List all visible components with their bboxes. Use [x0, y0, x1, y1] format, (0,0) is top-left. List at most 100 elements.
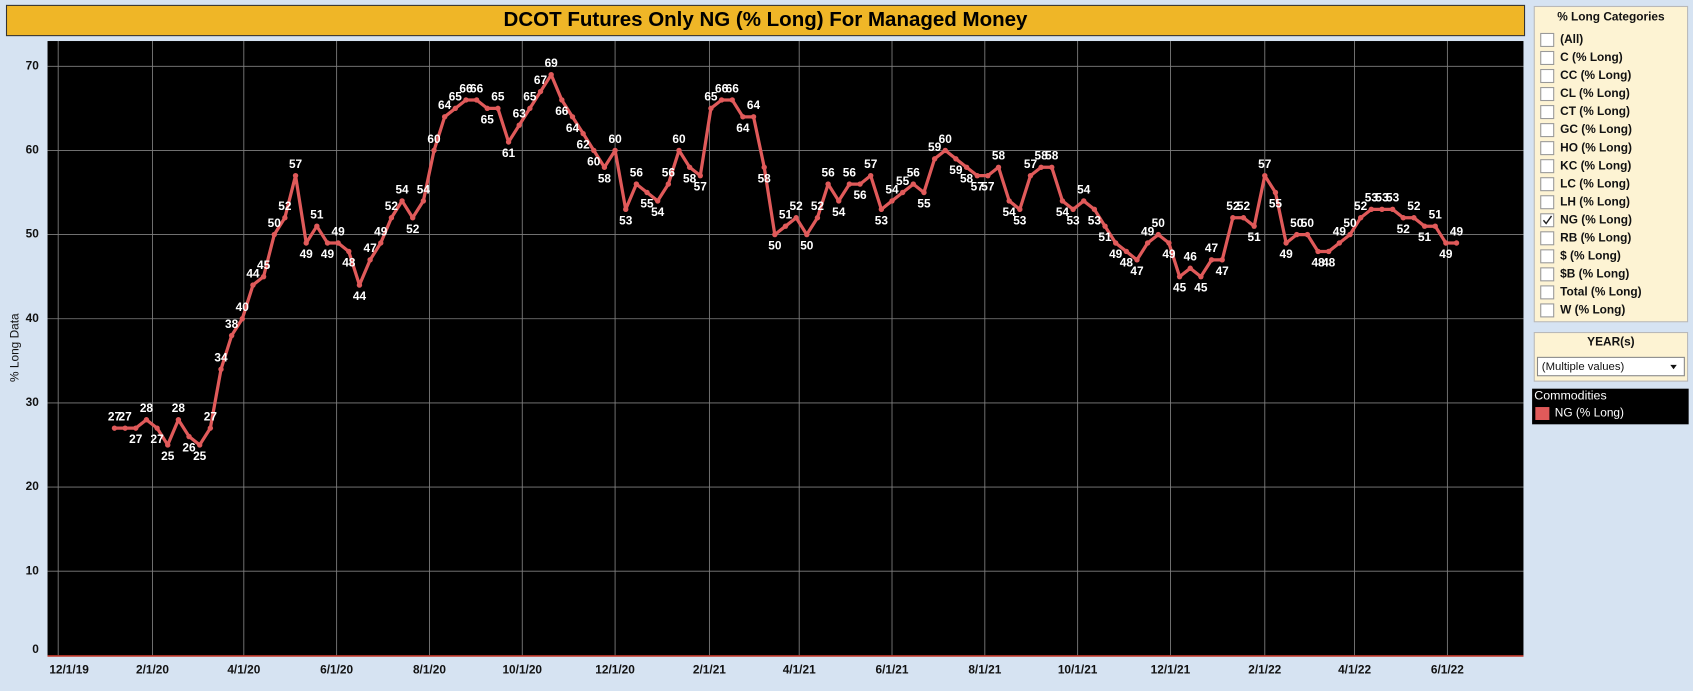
- data-label: 54: [885, 182, 899, 196]
- data-point: [420, 198, 427, 204]
- data-point: [505, 139, 512, 145]
- data-label: 58: [992, 149, 1006, 163]
- data-point: [1198, 273, 1204, 280]
- data-label: 55: [896, 174, 910, 188]
- data-label: 45: [257, 258, 271, 272]
- checkbox[interactable]: [1540, 213, 1555, 228]
- data-point: [1102, 223, 1108, 229]
- data-point: [825, 181, 831, 187]
- checkbox[interactable]: [1540, 303, 1555, 318]
- checkbox[interactable]: [1540, 50, 1555, 65]
- data-label: 66: [726, 81, 740, 95]
- slicer-item: RB (% Long): [1560, 230, 1631, 244]
- data-label: 40: [236, 300, 250, 314]
- checkbox[interactable]: [1540, 32, 1555, 47]
- x-tick-label: 10/1/20: [502, 663, 542, 677]
- data-point: [1336, 240, 1343, 246]
- data-label: 47: [1216, 264, 1230, 278]
- data-label: 50: [800, 239, 814, 253]
- plot-area: [47, 41, 1524, 657]
- x-tick-label: 10/1/21: [1058, 663, 1098, 677]
- data-label: 64: [566, 121, 580, 135]
- slicer-item: $ (% Long): [1560, 248, 1621, 262]
- y-tick-label: 60: [26, 143, 40, 157]
- checkbox[interactable]: [1540, 177, 1555, 192]
- checkbox[interactable]: [1540, 231, 1555, 246]
- checkbox[interactable]: [1540, 105, 1555, 120]
- data-point: [697, 172, 703, 179]
- data-label: 56: [843, 165, 857, 179]
- data-label: 49: [321, 247, 335, 261]
- data-point: [537, 88, 544, 95]
- data-label: 54: [832, 205, 846, 219]
- data-point: [1357, 215, 1364, 221]
- data-point: [1038, 164, 1044, 170]
- data-label: 50: [1301, 216, 1315, 230]
- data-label: 66: [459, 81, 473, 95]
- data-label: 48: [1120, 255, 1134, 269]
- data-label: 62: [577, 138, 591, 152]
- year-dropdown[interactable]: [1536, 356, 1685, 377]
- checkbox[interactable]: [1540, 123, 1555, 138]
- data-label: 64: [438, 98, 452, 112]
- checkbox[interactable]: [1540, 68, 1555, 84]
- data-point: [644, 189, 650, 196]
- data-label: 53: [875, 213, 889, 227]
- data-point: [495, 105, 501, 112]
- checkbox[interactable]: [1540, 159, 1555, 174]
- data-point: [708, 105, 714, 112]
- checkbox[interactable]: [1540, 267, 1555, 282]
- data-point: [899, 189, 906, 196]
- data-label: 67: [534, 73, 548, 87]
- data-point: [963, 164, 970, 170]
- data-label: 51: [1098, 230, 1112, 244]
- data-label: 52: [811, 199, 825, 213]
- data-point: [367, 257, 373, 263]
- checkbox[interactable]: [1540, 141, 1555, 156]
- data-point: [1304, 231, 1311, 238]
- checkbox[interactable]: [1540, 195, 1555, 210]
- data-point: [1208, 257, 1215, 263]
- data-point: [1272, 189, 1279, 196]
- checkbox[interactable]: [1540, 87, 1555, 102]
- x-tick-label: 8/1/21: [968, 663, 1001, 677]
- data-label: 34: [214, 351, 228, 365]
- data-label: 48: [1311, 255, 1325, 269]
- data-label: 44: [246, 266, 260, 280]
- x-tick-label: 4/1/21: [783, 663, 816, 677]
- dropdown-value: (Multiple values): [1542, 361, 1625, 373]
- data-point: [1219, 257, 1225, 263]
- data-point: [260, 273, 267, 280]
- data-point: [921, 189, 927, 196]
- data-label: 54: [651, 205, 665, 219]
- data-label: 56: [907, 165, 921, 179]
- checkbox[interactable]: [1540, 285, 1555, 300]
- data-point: [1421, 223, 1428, 229]
- data-point: [931, 156, 938, 162]
- data-label: 49: [1450, 224, 1464, 238]
- data-label: 26: [182, 441, 196, 455]
- x-tick-label: 6/1/20: [320, 663, 353, 677]
- slicer-item: (All): [1560, 32, 1583, 46]
- checkbox[interactable]: [1540, 249, 1555, 264]
- x-tick-label: 12/1/20: [595, 663, 635, 677]
- data-label: 49: [374, 224, 388, 238]
- data-label: 52: [1407, 199, 1421, 213]
- slicer-items: (All) C (% Long) CC (% Long) CL (% Long) CT …: [1540, 32, 1642, 318]
- data-label: 52: [278, 199, 292, 213]
- data-point: [1059, 198, 1066, 204]
- data-point: [729, 97, 735, 103]
- data-point: [1283, 240, 1289, 246]
- legend-swatch: [1535, 407, 1550, 420]
- data-label: 50: [1152, 216, 1166, 230]
- data-label: 56: [853, 188, 867, 202]
- data-label: 25: [193, 449, 207, 463]
- data-label: 50: [768, 239, 782, 253]
- data-point: [910, 181, 917, 187]
- data-label: 58: [683, 171, 697, 185]
- data-point: [995, 164, 1002, 170]
- data-label: 54: [417, 182, 431, 196]
- data-label: 59: [928, 140, 942, 154]
- data-label: 28: [172, 401, 186, 415]
- data-point: [1453, 240, 1460, 246]
